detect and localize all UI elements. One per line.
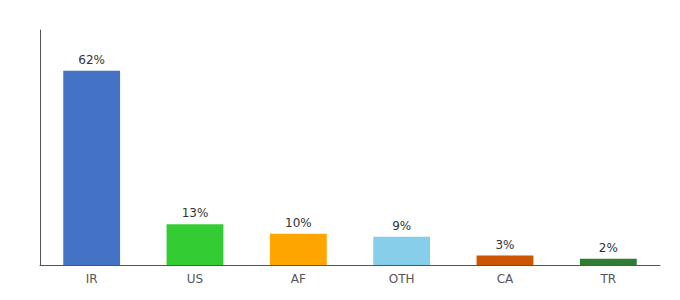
svg-text:OTH: OTH (389, 272, 415, 286)
svg-text:US: US (187, 272, 203, 286)
svg-text:62%: 62% (78, 53, 105, 67)
svg-text:9%: 9% (392, 219, 411, 233)
svg-text:AF: AF (291, 272, 306, 286)
svg-text:13%: 13% (182, 206, 209, 220)
svg-text:2%: 2% (599, 241, 618, 255)
svg-text:10%: 10% (285, 216, 312, 230)
svg-text:TR: TR (599, 272, 616, 286)
svg-text:CA: CA (497, 272, 514, 286)
svg-text:3%: 3% (495, 238, 514, 252)
svg-text:IR: IR (86, 272, 98, 286)
